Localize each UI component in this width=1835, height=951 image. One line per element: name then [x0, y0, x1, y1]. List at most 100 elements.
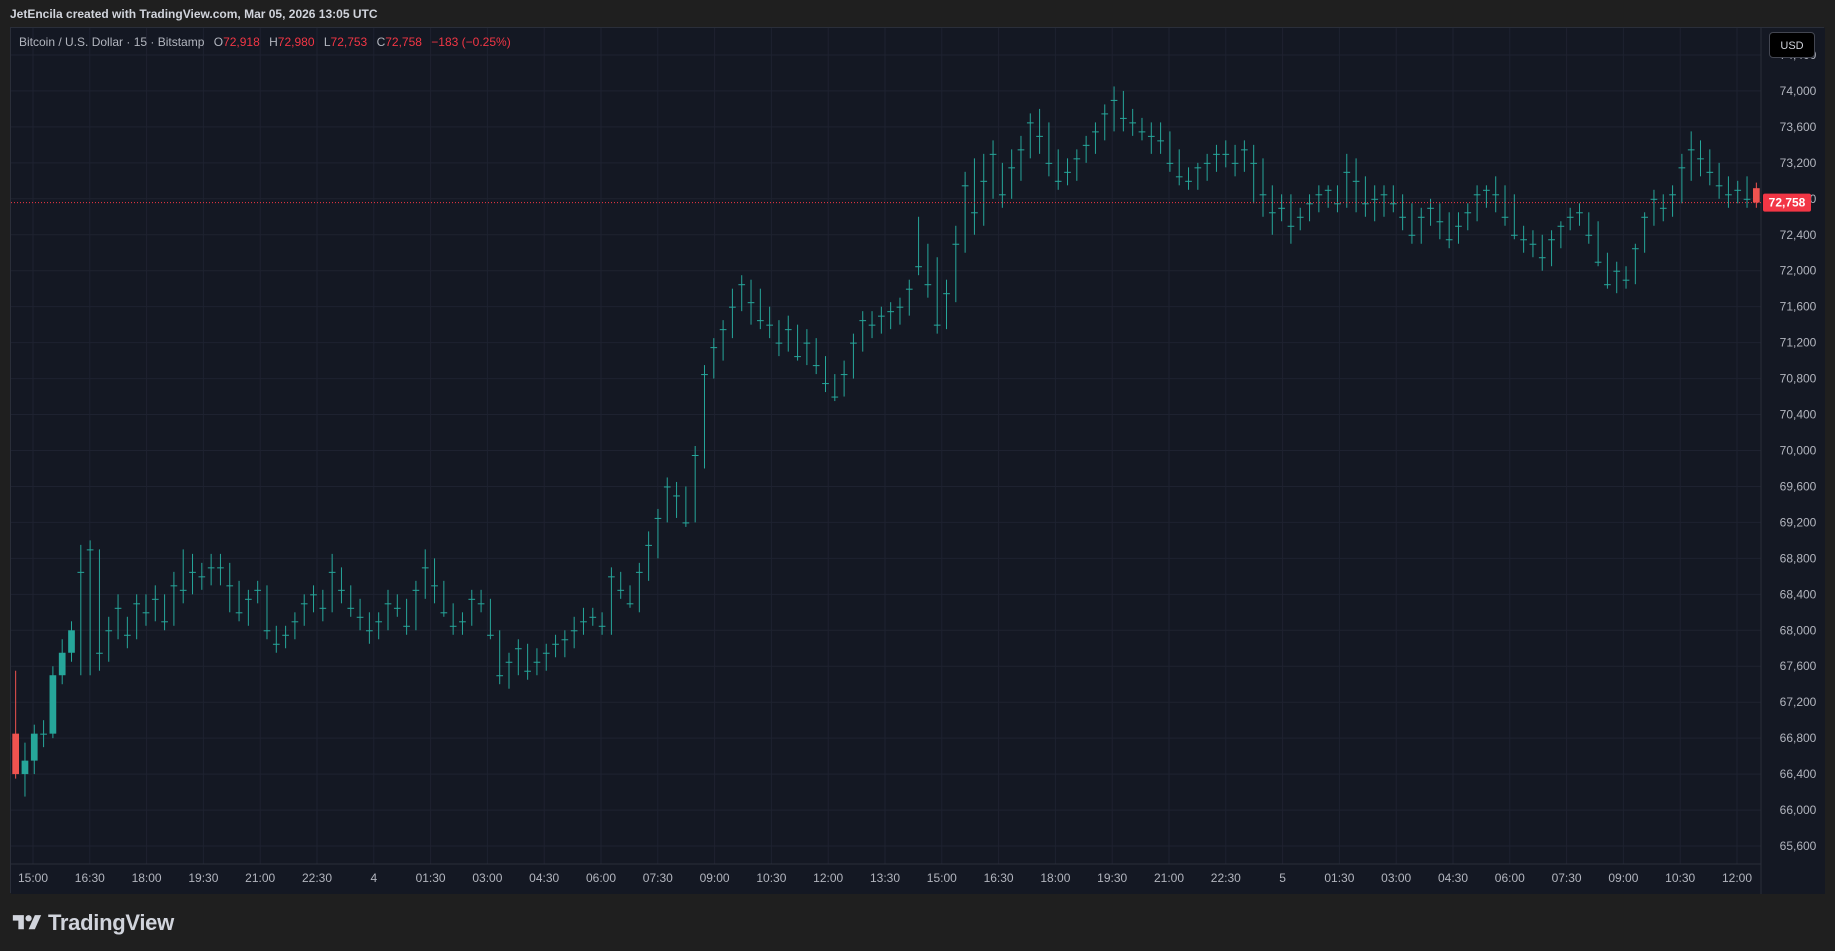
- y-tick-label: 70,000: [1780, 443, 1817, 457]
- candle-body: [1250, 162, 1258, 164]
- candle-body: [291, 621, 299, 623]
- x-tick-label: 5: [1279, 871, 1286, 885]
- close-value: 72,758: [385, 35, 422, 49]
- x-tick-label: 03:00: [1381, 871, 1411, 885]
- candle-body: [617, 589, 625, 591]
- candle-body: [1455, 225, 1462, 227]
- x-tick-label: 16:30: [984, 871, 1014, 885]
- candle-body: [887, 311, 895, 313]
- candle-body: [189, 571, 196, 573]
- candle-body: [272, 643, 280, 645]
- candle-body: [384, 603, 392, 605]
- candle-body: [943, 293, 950, 295]
- candle-body: [133, 603, 141, 605]
- candle-body: [803, 342, 811, 344]
- candle-body: [487, 634, 494, 636]
- candle-body: [1445, 239, 1453, 241]
- candle-body: [1213, 153, 1220, 155]
- candle-body: [1650, 198, 1658, 200]
- x-tick-label: 4: [370, 871, 377, 885]
- footer-brand[interactable]: TradingView: [10, 908, 174, 938]
- symbol-name[interactable]: Bitcoin / U.S. Dollar · 15 · Bitstamp: [19, 35, 205, 49]
- candle-body: [1483, 189, 1490, 191]
- y-tick-label: 73,200: [1780, 156, 1817, 170]
- candle-body: [645, 544, 652, 546]
- candle-body: [1473, 194, 1481, 196]
- candle-body: [1026, 122, 1034, 124]
- currency-button[interactable]: USD: [1769, 32, 1815, 58]
- candle-body: [999, 194, 1006, 196]
- open-label: O: [213, 35, 224, 49]
- x-tick-label: 04:30: [529, 871, 559, 885]
- candle-body: [105, 630, 113, 632]
- y-tick-label: 72,000: [1780, 264, 1817, 278]
- last-price-tag-text: 72,758: [1769, 196, 1806, 210]
- candle-body: [1613, 270, 1621, 272]
- candle-body: [654, 517, 662, 519]
- symbol-legend: Bitcoin / U.S. Dollar · 15 · Bitstamp O 7…: [19, 35, 511, 49]
- candle-body: [868, 324, 876, 326]
- candle-body: [1389, 203, 1397, 205]
- candle-body: [1166, 162, 1174, 164]
- y-tick-label: 72,400: [1780, 228, 1817, 242]
- candle-body: [1073, 158, 1081, 160]
- candle-body: [421, 567, 429, 569]
- x-tick-label: 19:30: [188, 871, 218, 885]
- candle-body: [1231, 162, 1239, 164]
- candle-body: [905, 288, 913, 290]
- candle-body: [542, 652, 550, 654]
- candle-body: [989, 153, 997, 155]
- candle-body: [1408, 234, 1416, 236]
- candle-body: [1362, 203, 1369, 205]
- chart-area[interactable]: 65,600 66,000 66,400 66,800 67,200 67,600 68,0…: [10, 27, 1825, 894]
- chart-background: [11, 28, 1825, 894]
- candle-body: [729, 306, 736, 308]
- x-tick-label: 04:30: [1438, 871, 1468, 885]
- x-tick-label: 06:00: [1495, 871, 1525, 885]
- candle-body: [68, 630, 75, 653]
- candle-body: [449, 625, 457, 627]
- candle-body: [533, 661, 541, 663]
- x-tick-label: 09:00: [1608, 871, 1638, 885]
- candle-body: [1697, 158, 1704, 160]
- candle-body: [1529, 243, 1537, 245]
- x-tick-label: 21:00: [1154, 871, 1184, 885]
- candle-body: [77, 571, 85, 573]
- candle-body: [1501, 216, 1509, 218]
- candle-body: [245, 598, 252, 600]
- x-tick-label: 21:00: [245, 871, 275, 885]
- candle-body: [570, 630, 578, 632]
- low-label: L: [323, 35, 331, 49]
- candle-body: [1417, 216, 1425, 218]
- candle-body: [310, 594, 317, 596]
- candle-body: [1510, 234, 1518, 236]
- y-tick-label: 67,200: [1780, 695, 1817, 709]
- candle-body: [673, 495, 680, 497]
- candle-body: [235, 612, 243, 614]
- candle-body: [933, 324, 941, 326]
- y-tick-label: 74,000: [1780, 84, 1817, 98]
- candle-body: [319, 607, 327, 609]
- candle-body: [1548, 239, 1555, 241]
- candlestick-chart[interactable]: 65,600 66,000 66,400 66,800 67,200 67,600 68,0…: [11, 28, 1825, 894]
- y-tick-label: 70,800: [1780, 372, 1817, 386]
- y-tick-label: 68,000: [1780, 623, 1817, 637]
- x-tick-label: 15:00: [18, 871, 48, 885]
- candle-body: [49, 675, 57, 734]
- candle-body: [300, 603, 308, 605]
- candle-body: [1743, 198, 1751, 200]
- candle-body: [784, 329, 792, 331]
- candle-body: [40, 733, 47, 735]
- candle-body: [151, 598, 159, 600]
- candle-body: [1017, 149, 1025, 151]
- candle-body: [161, 621, 168, 623]
- candle-body: [496, 675, 504, 677]
- price-change: −183 (−0.25%): [431, 35, 511, 49]
- last-price-tag: [1763, 193, 1811, 212]
- candle-body: [1296, 216, 1304, 218]
- candle-body: [1641, 216, 1648, 218]
- candle-body: [719, 329, 727, 331]
- candle-body: [1669, 194, 1676, 196]
- candle-body: [198, 576, 206, 578]
- candle-body: [1268, 212, 1276, 214]
